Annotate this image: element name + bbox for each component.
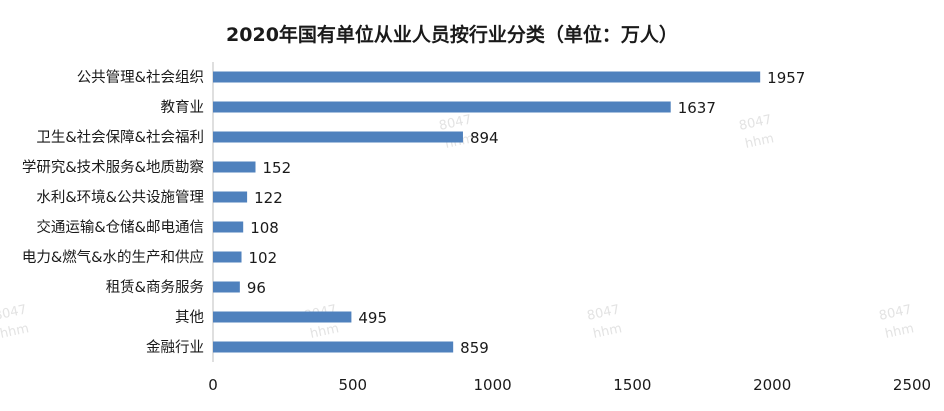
x-tick-label: 2500 — [893, 376, 931, 394]
data-label: 1637 — [678, 99, 716, 117]
bar — [213, 161, 256, 173]
data-label: 859 — [460, 339, 489, 357]
x-tick-label: 0 — [208, 376, 218, 394]
category-label: 水利&环境&公共设施管理 — [36, 188, 204, 206]
watermark-text: hhm — [592, 321, 624, 342]
data-label: 1957 — [767, 69, 805, 87]
category-label: 金融行业 — [146, 339, 204, 356]
bars-layer: 公共管理&社会组织 1957 教育业 1637 卫生&社会保障&社会福利 894 学研究&技… — [22, 69, 805, 357]
bar — [213, 281, 240, 293]
data-label: 108 — [250, 219, 279, 237]
bar — [213, 101, 671, 113]
watermark-text: hhm — [744, 131, 776, 152]
data-label: 894 — [470, 129, 499, 147]
bar — [213, 251, 242, 263]
x-tick-label: 1000 — [474, 376, 512, 394]
data-label: 152 — [262, 159, 291, 177]
watermark-text: 8047 — [586, 302, 621, 324]
watermark-text: hhm — [309, 321, 341, 342]
watermark-text: 8047 — [878, 302, 913, 324]
category-label: 公共管理&社会组织 — [77, 69, 204, 86]
category-label: 教育业 — [161, 99, 205, 116]
watermark-text: 8047 — [438, 112, 473, 134]
category-label: 交通运输&仓储&邮电通信 — [36, 218, 204, 236]
watermark-text: 8047 — [0, 302, 28, 324]
x-tick-label: 1500 — [613, 376, 651, 394]
x-tick-label: 500 — [338, 376, 367, 394]
category-label: 其他 — [175, 309, 204, 326]
bar — [213, 311, 352, 323]
watermark-text: hhm — [884, 321, 916, 342]
chart-title: 2020年国有单位从业人员按行业分类（单位：万人） — [226, 23, 678, 46]
bar — [213, 191, 248, 203]
x-tick-label: 2000 — [753, 376, 791, 394]
bar — [213, 71, 761, 83]
category-label: 学研究&技术服务&地质勘察 — [22, 158, 204, 176]
watermark-text: 8047 — [738, 112, 773, 134]
bar — [213, 131, 463, 143]
category-label: 卫生&社会保障&社会福利 — [36, 128, 204, 146]
watermark-text: hhm — [0, 321, 30, 342]
data-label: 122 — [254, 189, 283, 207]
data-label: 96 — [247, 279, 266, 297]
x-axis-ticks: 0 500 1000 1500 2000 2500 — [208, 376, 931, 394]
data-label: 495 — [358, 309, 387, 327]
bar — [213, 341, 454, 353]
category-label: 电力&燃气&水的生产和供应 — [22, 248, 204, 266]
bar — [213, 221, 244, 233]
data-label: 102 — [249, 249, 278, 267]
category-label: 租赁&商务服务 — [106, 279, 204, 296]
